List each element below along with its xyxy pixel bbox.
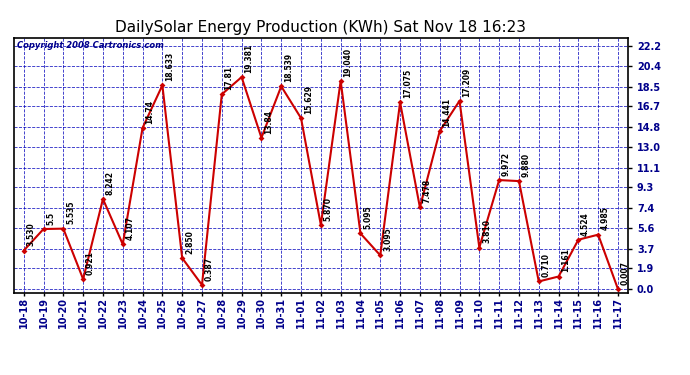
Text: 19.381: 19.381	[244, 44, 253, 73]
Text: 4.985: 4.985	[601, 207, 610, 231]
Text: 4.524: 4.524	[581, 212, 590, 236]
Text: 0.387: 0.387	[205, 257, 214, 281]
Text: 17.209: 17.209	[462, 68, 471, 97]
Text: 9.880: 9.880	[522, 153, 531, 177]
Text: 7.478: 7.478	[423, 179, 432, 203]
Text: 14.441: 14.441	[442, 98, 451, 127]
Text: 5.535: 5.535	[66, 201, 75, 225]
Text: 17.075: 17.075	[403, 69, 412, 98]
Text: 0.921: 0.921	[86, 251, 95, 275]
Text: 18.633: 18.633	[165, 52, 174, 81]
Text: 3.530: 3.530	[26, 223, 35, 246]
Title: DailySolar Energy Production (KWh) Sat Nov 18 16:23: DailySolar Energy Production (KWh) Sat N…	[115, 20, 526, 35]
Text: 1.161: 1.161	[562, 249, 571, 272]
Text: 18.539: 18.539	[284, 53, 293, 82]
Text: 14.74: 14.74	[146, 100, 155, 124]
Text: 13.84: 13.84	[264, 110, 273, 134]
Text: 4.107: 4.107	[126, 216, 135, 240]
Text: 5.870: 5.870	[324, 197, 333, 221]
Text: 5.095: 5.095	[363, 206, 372, 229]
Text: 2.850: 2.850	[185, 230, 194, 254]
Text: 3.095: 3.095	[383, 227, 392, 251]
Text: Copyright 2008 Cartronics.com: Copyright 2008 Cartronics.com	[17, 41, 164, 50]
Text: 3.810: 3.810	[482, 219, 491, 243]
Text: 0.710: 0.710	[542, 253, 551, 277]
Text: 15.629: 15.629	[304, 85, 313, 114]
Text: 17.81: 17.81	[224, 66, 234, 90]
Text: 5.5: 5.5	[46, 212, 55, 225]
Text: 8.242: 8.242	[106, 171, 115, 195]
Text: 9.972: 9.972	[502, 152, 511, 176]
Text: 0.007: 0.007	[621, 261, 630, 285]
Text: 19.040: 19.040	[344, 48, 353, 76]
